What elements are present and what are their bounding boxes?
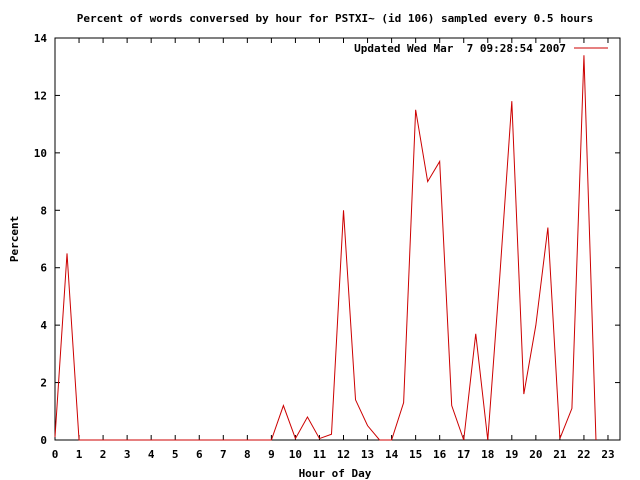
legend: Updated Wed Mar 7 09:28:54 2007 — [354, 42, 608, 55]
y-axis-label: Percent — [8, 216, 21, 262]
series-line — [54, 55, 597, 441]
x-tick-label: 12 — [337, 448, 350, 461]
x-tick-label: 4 — [148, 448, 155, 461]
x-tick-label: 1 — [76, 448, 83, 461]
x-tick-label: 20 — [529, 448, 542, 461]
y-tick-label: 4 — [40, 319, 47, 332]
x-tick-label: 15 — [409, 448, 422, 461]
x-tick-label: 8 — [244, 448, 251, 461]
y-tick-label: 12 — [34, 89, 47, 102]
x-tick-label: 13 — [361, 448, 374, 461]
chart-title: Percent of words conversed by hour for P… — [77, 12, 594, 25]
x-tick-label: 3 — [124, 448, 131, 461]
x-axis-label: Hour of Day — [299, 467, 372, 480]
x-tick-label: 18 — [481, 448, 494, 461]
x-tick-label: 2 — [100, 448, 107, 461]
x-tick-label: 23 — [601, 448, 614, 461]
y-tick-label: 6 — [40, 262, 47, 275]
plot-frame — [54, 37, 621, 441]
x-tick-label: 6 — [196, 448, 203, 461]
y-tick-label: 0 — [40, 434, 47, 447]
x-tick-label: 17 — [457, 448, 470, 461]
x-tick-label: 0 — [52, 448, 59, 461]
y-tick-label: 14 — [34, 32, 48, 45]
series-layer — [54, 55, 597, 441]
x-tick-label: 7 — [220, 448, 227, 461]
y-tick-label: 2 — [40, 377, 47, 390]
x-tick-label: 9 — [268, 448, 275, 461]
legend-label: Updated Wed Mar 7 09:28:54 2007 — [354, 42, 566, 55]
x-tick-label: 21 — [553, 448, 567, 461]
x-tick-label: 14 — [385, 448, 399, 461]
x-tick-label: 16 — [433, 448, 447, 461]
x-tick-label: 19 — [505, 448, 518, 461]
y-tick-label: 8 — [40, 204, 47, 217]
y-tick-label: 10 — [34, 147, 47, 160]
x-tick-label: 22 — [577, 448, 590, 461]
x-tick-label: 10 — [289, 448, 302, 461]
x-tick-label: 5 — [172, 448, 179, 461]
x-tick-label: 11 — [313, 448, 327, 461]
axis-ticks: 0 1 2 3 4 5 6 7 8 9 10 11 12 13 14 15 16 17 18 19 20 21 22 2302… — [34, 32, 620, 461]
